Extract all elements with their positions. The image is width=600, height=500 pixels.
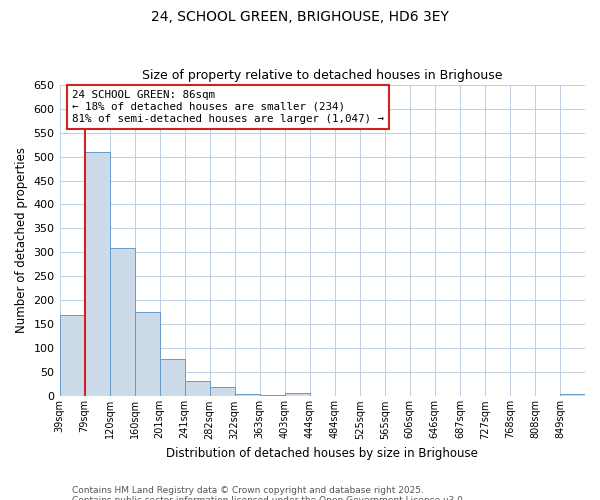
Title: Size of property relative to detached houses in Brighouse: Size of property relative to detached ho… xyxy=(142,69,503,82)
Bar xyxy=(85,152,110,396)
Text: 24, SCHOOL GREEN, BRIGHOUSE, HD6 3EY: 24, SCHOOL GREEN, BRIGHOUSE, HD6 3EY xyxy=(151,10,449,24)
Bar xyxy=(285,393,310,396)
Bar xyxy=(235,394,260,396)
Bar xyxy=(134,312,160,396)
Text: 24 SCHOOL GREEN: 86sqm
← 18% of detached houses are smaller (234)
81% of semi-de: 24 SCHOOL GREEN: 86sqm ← 18% of detached… xyxy=(72,90,384,124)
Bar xyxy=(160,359,185,397)
Bar xyxy=(59,315,85,396)
Bar xyxy=(185,381,209,396)
X-axis label: Distribution of detached houses by size in Brighouse: Distribution of detached houses by size … xyxy=(166,447,478,460)
Y-axis label: Number of detached properties: Number of detached properties xyxy=(15,148,28,334)
Bar xyxy=(110,248,134,396)
Text: Contains HM Land Registry data © Crown copyright and database right 2025.: Contains HM Land Registry data © Crown c… xyxy=(72,486,424,495)
Bar xyxy=(209,387,235,396)
Bar xyxy=(560,394,585,396)
Text: Contains public sector information licensed under the Open Government Licence v3: Contains public sector information licen… xyxy=(72,496,466,500)
